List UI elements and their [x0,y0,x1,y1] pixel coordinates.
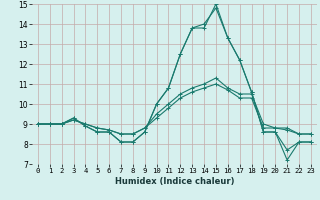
X-axis label: Humidex (Indice chaleur): Humidex (Indice chaleur) [115,177,234,186]
